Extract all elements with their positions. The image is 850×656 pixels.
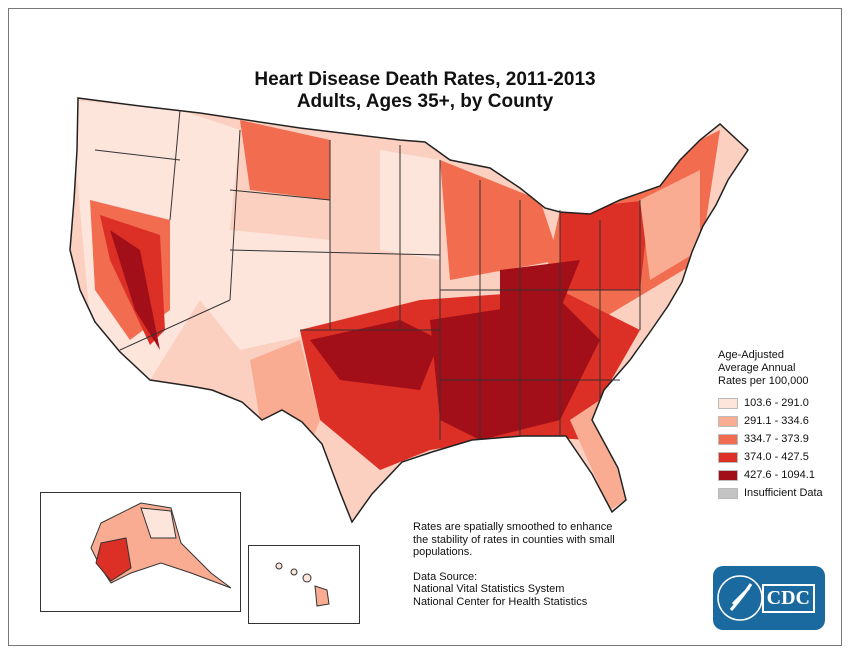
ohio-pa-red bbox=[560, 200, 650, 290]
legend-swatch bbox=[718, 469, 738, 481]
great-lakes-orange bbox=[440, 160, 560, 280]
alaska-inset bbox=[40, 492, 241, 612]
hawaii-inset bbox=[248, 545, 360, 624]
legend-label: 374.0 - 427.5 bbox=[744, 450, 809, 463]
legend-label: Insufficient Data bbox=[744, 486, 823, 499]
legend-item: 334.7 - 373.9 bbox=[718, 430, 823, 448]
legend-item: 427.6 - 1094.1 bbox=[718, 466, 823, 484]
data-source: National Center for Health Statistics bbox=[413, 595, 588, 608]
legend-heading-1: Age-Adjusted bbox=[718, 349, 785, 361]
legend-label: 291.1 - 334.6 bbox=[744, 414, 809, 427]
deep-south-darkred bbox=[430, 300, 600, 440]
legend-heading-3: Rates per 100,000 bbox=[718, 375, 809, 387]
legend-swatch bbox=[718, 487, 738, 499]
legend-swatch bbox=[718, 397, 738, 409]
hhs-eagle-icon bbox=[717, 575, 763, 621]
cdc-text: CDC bbox=[761, 584, 815, 613]
montana-orange bbox=[240, 120, 330, 200]
data-source-heading: Data Source: bbox=[413, 570, 478, 583]
upper-midwest-light bbox=[380, 150, 440, 260]
atlantic-salmon bbox=[640, 170, 700, 280]
state-borders bbox=[94, 109, 641, 440]
legend-label: 334.7 - 373.9 bbox=[744, 432, 809, 445]
legend-swatch bbox=[718, 451, 738, 463]
florida-salmon bbox=[570, 400, 625, 510]
legend-item: 103.6 - 291.0 bbox=[718, 394, 823, 412]
county-fills bbox=[70, 98, 748, 522]
legend-swatch bbox=[718, 433, 738, 445]
data-source: National Vital Statistics System bbox=[413, 583, 565, 595]
legend-item: 291.1 - 334.6 bbox=[718, 412, 823, 430]
note-line: populations. bbox=[413, 546, 473, 558]
legend-label: 427.6 - 1094.1 bbox=[744, 468, 815, 481]
legend: Age-Adjusted Average Annual Rates per 10… bbox=[718, 349, 823, 502]
map-title: Heart Disease Death Rates, 2011-2013 bbox=[254, 69, 596, 90]
oklahoma-darkred bbox=[310, 320, 440, 390]
nevada-darkred bbox=[110, 230, 160, 350]
notes: Rates are spatially smoothed to enhance … bbox=[413, 521, 615, 608]
legend-item: Insufficient Data bbox=[718, 484, 823, 502]
legend-heading-2: Average Annual bbox=[718, 362, 796, 374]
legend-item: 374.0 - 427.5 bbox=[718, 448, 823, 466]
note-line: Rates are spatially smoothed to enhance bbox=[413, 521, 613, 533]
map-subtitle: Adults, Ages 35+, by County bbox=[296, 91, 554, 112]
legend-swatch bbox=[718, 415, 738, 427]
frame-border bbox=[8, 8, 842, 646]
note-line: the stability of rates in counties with … bbox=[413, 533, 615, 546]
legend-label: 103.6 - 291.0 bbox=[744, 396, 809, 409]
cdc-logo: CDC bbox=[713, 566, 825, 630]
